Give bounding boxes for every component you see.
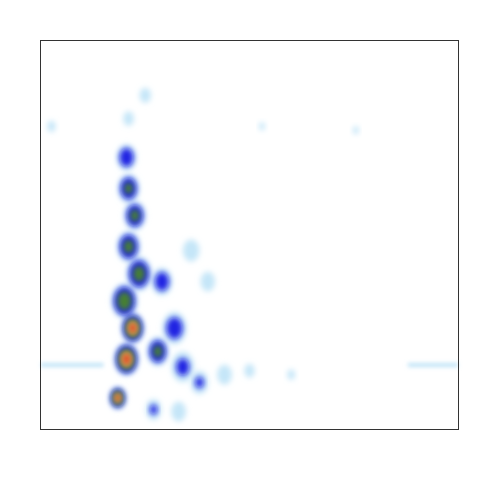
density-cell bbox=[115, 394, 121, 402]
density-cell bbox=[287, 369, 296, 380]
density-cell bbox=[195, 376, 204, 389]
density-cell bbox=[200, 271, 215, 292]
density-cell bbox=[352, 126, 359, 135]
density-cell bbox=[139, 87, 151, 103]
density-cell bbox=[122, 353, 131, 365]
density-cell bbox=[166, 317, 183, 339]
density-cell bbox=[176, 358, 190, 376]
density-cell bbox=[130, 209, 140, 222]
density-band bbox=[41, 362, 104, 367]
density-cell bbox=[117, 291, 132, 311]
heatmap-cells bbox=[41, 87, 458, 422]
density-cell bbox=[128, 322, 137, 334]
density-cell bbox=[155, 272, 169, 291]
density-cell bbox=[47, 120, 56, 132]
density-cell bbox=[132, 265, 145, 282]
density-cell bbox=[119, 148, 134, 167]
plot-frame bbox=[40, 40, 459, 430]
density-cell bbox=[171, 401, 186, 422]
density-cell bbox=[217, 364, 232, 385]
density-band bbox=[407, 362, 458, 367]
density-cell bbox=[153, 345, 163, 358]
density-cell bbox=[259, 122, 266, 131]
density-cell bbox=[182, 239, 200, 262]
density-cell bbox=[123, 111, 134, 126]
density-cell bbox=[149, 404, 158, 415]
density-cell bbox=[123, 239, 134, 254]
density-cell bbox=[124, 182, 133, 195]
density-cell bbox=[244, 363, 255, 378]
